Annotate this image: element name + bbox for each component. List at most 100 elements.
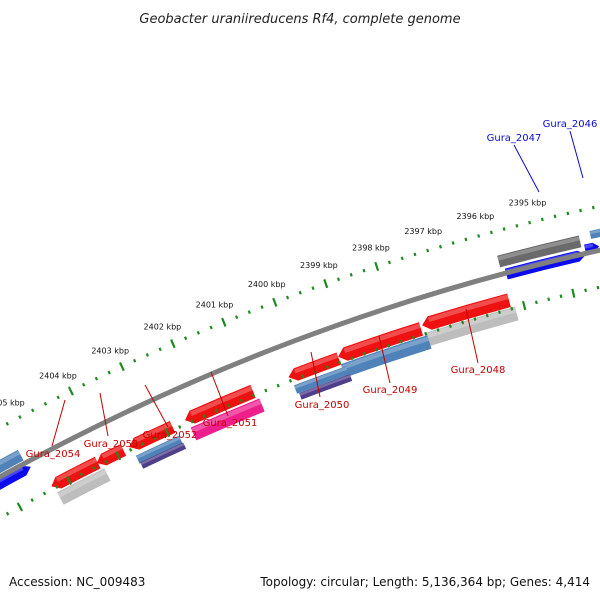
gene-label: Gura_2054 <box>26 449 81 460</box>
outer-tick <box>579 208 582 213</box>
inner-tick <box>42 491 47 496</box>
inner-tick <box>214 408 219 413</box>
gene-label-leader <box>51 399 66 447</box>
outer-tick <box>426 248 430 253</box>
outer-tick <box>285 295 290 300</box>
outer-tick <box>145 353 150 357</box>
inner-tick <box>424 331 428 336</box>
gene-2052-feature <box>135 435 183 464</box>
outer-tick <box>221 317 227 327</box>
inner-tick <box>5 511 10 516</box>
outer-tick <box>464 237 468 242</box>
gene-2050-cds-highlight <box>293 353 339 374</box>
inner-tick <box>227 403 231 408</box>
left-edge-cds <box>0 465 31 490</box>
outer-tick <box>183 336 188 341</box>
outer-tick <box>438 244 442 249</box>
gene-label-leader <box>378 335 391 384</box>
inner-tick <box>411 335 415 340</box>
gene-2051-cds <box>185 384 256 424</box>
outer-tick <box>234 315 239 320</box>
inner-tick <box>534 300 538 305</box>
inner-tick <box>276 383 280 388</box>
outer-tick <box>528 220 532 225</box>
inner-tick <box>498 310 501 314</box>
gene-2052-cds <box>129 421 176 450</box>
outer-tick <box>413 252 417 257</box>
outer-tick <box>400 256 404 261</box>
inner-tick <box>584 288 588 293</box>
ruler-label: 2399 kbp <box>300 261 338 270</box>
outer-tick <box>272 297 278 307</box>
gene-2053-cds-highlight <box>101 445 123 459</box>
gene-2052-cds-highlight <box>134 422 173 443</box>
outer-tick <box>82 382 86 387</box>
outer-tick <box>5 421 9 426</box>
ruler-label: 2395 kbp <box>509 199 547 208</box>
outer-tick <box>362 268 366 273</box>
inner-tick <box>239 398 243 403</box>
gene-2050-feature-highlight <box>294 366 348 389</box>
inner-tick <box>338 360 342 365</box>
gene-label: Gura_2050 <box>295 400 350 411</box>
outer-tick <box>18 415 22 420</box>
inner-tick <box>264 388 268 393</box>
ruler-label: 2397 kbp <box>404 227 442 236</box>
outer-tick <box>31 408 35 413</box>
gene-2049-feature <box>340 335 432 378</box>
inner-tick <box>153 436 157 441</box>
feature-tracks <box>0 228 600 505</box>
gene-2052-subfeature-highlight <box>140 443 185 466</box>
outer-tick <box>170 339 176 349</box>
outer-tick <box>591 205 595 210</box>
inner-tick <box>141 442 145 446</box>
inner-tick <box>104 459 108 464</box>
outer-tick <box>260 305 264 309</box>
outer-tick <box>374 261 380 272</box>
inner-tick-ring <box>5 285 600 516</box>
ruler-label: 2405 kbp <box>0 398 25 407</box>
outer-tick <box>349 273 353 277</box>
gene-2050-cds <box>288 352 341 381</box>
gene-2046-feature <box>589 228 600 239</box>
inner-tick <box>387 343 391 348</box>
gene-2054-cds-highlight <box>55 457 98 482</box>
gene-label-leader <box>569 130 584 179</box>
gene-2050-feature <box>293 366 349 394</box>
left-edge-cds-highlight <box>0 466 24 483</box>
outer-tick <box>298 290 302 295</box>
outer-tick <box>209 325 213 330</box>
outer-tick <box>94 376 99 381</box>
inner-tick <box>461 320 465 325</box>
inner-tick <box>510 306 514 311</box>
inner-tick <box>559 294 563 299</box>
gene-label: Gura_2048 <box>451 365 506 376</box>
gene-label-leader <box>310 351 321 398</box>
outer-tick <box>515 224 519 228</box>
gene-label-leader <box>513 144 540 193</box>
inner-tick <box>115 451 122 461</box>
gene-label: Gura_2052 <box>143 430 198 441</box>
map-title: Geobacter uraniireducens Rf4, complete g… <box>139 12 460 27</box>
inner-tick <box>374 347 379 352</box>
outer-tick <box>323 279 329 289</box>
gene-label-leader <box>210 371 229 417</box>
inner-tick <box>178 425 182 429</box>
inner-tick <box>485 313 489 318</box>
inner-tick <box>301 374 305 378</box>
left-edge-feature-highlight <box>0 450 21 466</box>
gene-label: Gura_2053 <box>84 439 139 450</box>
ruler-label: 2400 kbp <box>248 280 286 289</box>
genome-backbone <box>0 247 600 480</box>
outer-tick <box>56 395 60 400</box>
gene-2052-subfeature <box>140 442 187 469</box>
ruler-label: 2404 kbp <box>39 371 77 380</box>
accession-text: Accession: NC_009483 <box>9 575 145 589</box>
inner-tick <box>436 328 440 332</box>
inner-tick <box>288 379 293 383</box>
inner-tick <box>350 356 354 361</box>
gene-label: Gura_2051 <box>203 418 258 429</box>
inner-tick <box>92 466 96 470</box>
outer-tick-ring <box>5 205 595 426</box>
gene-2046-feature-highlight <box>589 229 600 235</box>
